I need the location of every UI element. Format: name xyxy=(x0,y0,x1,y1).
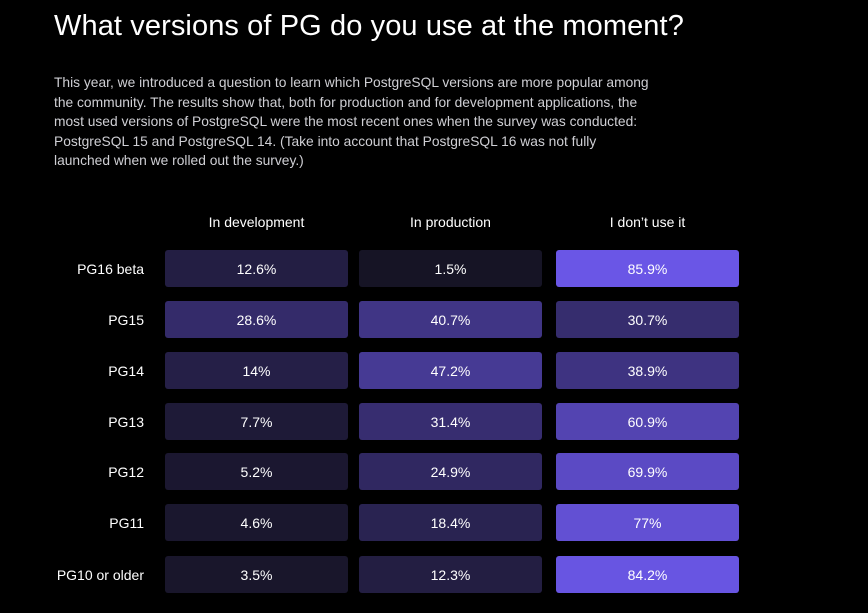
page-title: What versions of PG do you use at the mo… xyxy=(54,10,684,42)
row-label: PG16 beta xyxy=(77,260,144,277)
heatmap-cell: 47.2% xyxy=(359,352,542,389)
heatmap-cell: 30.7% xyxy=(556,301,739,338)
heatmap-cell: 3.5% xyxy=(165,556,348,593)
intro-paragraph: This year, we introduced a question to l… xyxy=(54,75,649,169)
heatmap-cell: 18.4% xyxy=(359,504,542,541)
column-header: In development xyxy=(208,214,305,230)
row-label: PG15 xyxy=(108,311,144,328)
heatmap-cell: 85.9% xyxy=(556,250,739,287)
heatmap-cell: 40.7% xyxy=(359,301,542,338)
heatmap-cell: 5.2% xyxy=(165,453,348,490)
heatmap-cell: 38.9% xyxy=(556,352,739,389)
heatmap-cell: 1.5% xyxy=(359,250,542,287)
row-label: PG11 xyxy=(109,514,144,531)
heatmap-cell: 14% xyxy=(165,352,348,389)
row-label: PG10 or older xyxy=(56,566,144,583)
heatmap-cell: 4.6% xyxy=(165,504,348,541)
row-label: PG14 xyxy=(108,362,144,379)
column-header: In production xyxy=(410,214,491,230)
heatmap-cell: 24.9% xyxy=(359,453,542,490)
heatmap-cell: 28.6% xyxy=(165,301,348,338)
heatmap-cell: 69.9% xyxy=(556,453,739,490)
column-header: I don’t use it xyxy=(609,214,686,230)
heatmap-cell: 77% xyxy=(556,504,739,541)
row-label: PG13 xyxy=(108,413,144,430)
heatmap-cell: 60.9% xyxy=(556,403,739,440)
heatmap-cell: 84.2% xyxy=(556,556,739,593)
heatmap-cell: 7.7% xyxy=(165,403,348,440)
heatmap-cell: 31.4% xyxy=(359,403,542,440)
heatmap-cell: 12.3% xyxy=(359,556,542,593)
row-label: PG12 xyxy=(108,463,144,480)
heatmap-cell: 12.6% xyxy=(165,250,348,287)
